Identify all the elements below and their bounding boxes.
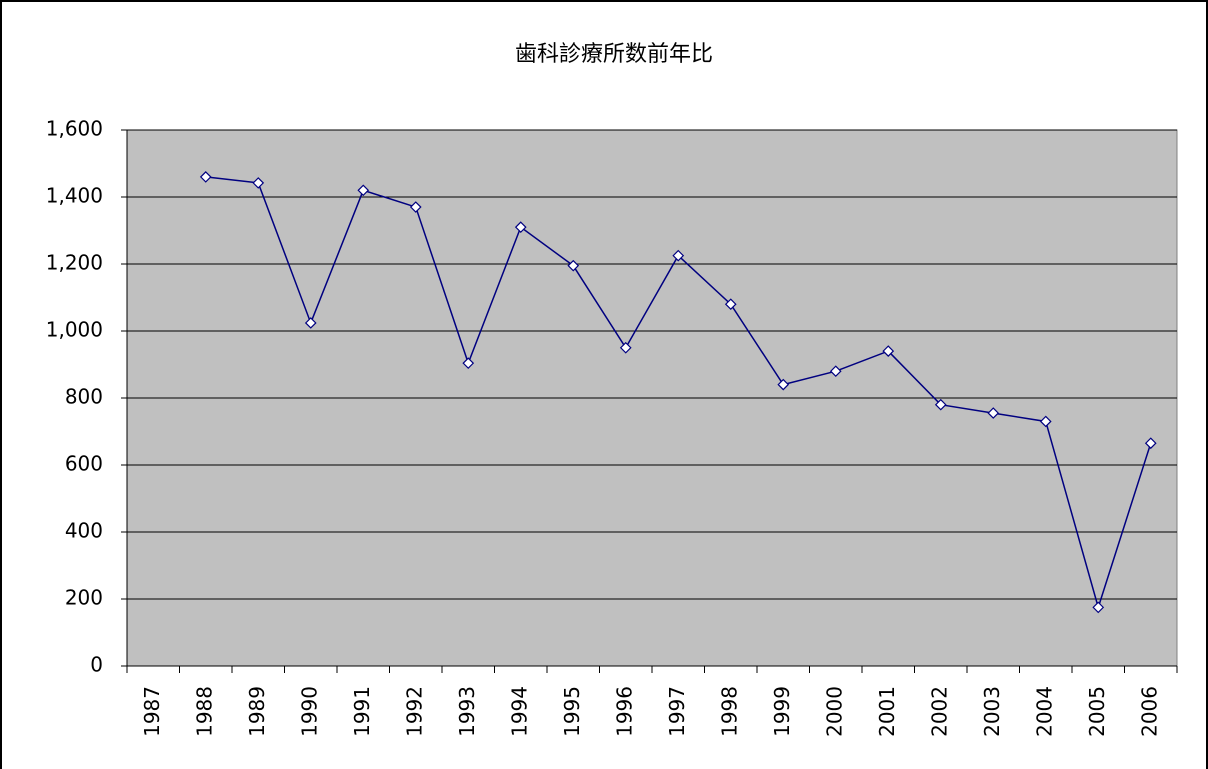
chart-title: 歯科診療所数前年比 xyxy=(515,42,713,67)
y-tick-label: 0 xyxy=(90,653,103,677)
data-marker xyxy=(567,259,580,272)
data-marker xyxy=(1144,437,1157,450)
data-marker xyxy=(672,249,685,262)
data-marker xyxy=(724,298,737,311)
data-marker xyxy=(829,365,842,378)
x-tick-label: 1989 xyxy=(245,686,269,737)
y-tick-label: 1,400 xyxy=(46,184,103,208)
y-tick-label: 1,000 xyxy=(46,318,103,342)
data-marker xyxy=(777,378,790,391)
y-tick-label: 1,600 xyxy=(46,117,103,141)
data-marker xyxy=(357,184,370,197)
y-tick-label: 1,200 xyxy=(46,251,103,275)
x-tick-label: 1994 xyxy=(507,686,531,737)
x-tick-label: 1996 xyxy=(612,686,636,737)
data-marker xyxy=(462,357,475,370)
y-tick-label: 200 xyxy=(65,586,103,610)
data-marker xyxy=(1092,601,1105,614)
data-marker xyxy=(619,341,632,354)
x-tick-label: 1992 xyxy=(402,686,426,737)
x-tick-label: 2006 xyxy=(1137,686,1161,737)
x-tick-label: 1987 xyxy=(140,686,164,737)
data-marker xyxy=(882,345,895,357)
y-tick-label: 400 xyxy=(65,519,103,543)
x-tick-label: 2002 xyxy=(927,686,951,737)
x-tick-label: 1990 xyxy=(297,686,321,737)
data-marker xyxy=(304,317,317,329)
data-marker xyxy=(252,177,265,189)
x-tick-label: 1988 xyxy=(192,686,216,737)
x-tick-label: 1998 xyxy=(717,686,741,737)
data-marker xyxy=(987,407,1000,419)
x-tick-label: 1995 xyxy=(560,686,584,737)
data-marker xyxy=(199,171,212,183)
x-tick-label: 2000 xyxy=(822,686,846,737)
y-tick-label: 600 xyxy=(65,452,103,476)
x-tick-label: 2005 xyxy=(1085,686,1109,737)
x-tick-label: 1993 xyxy=(455,686,479,737)
data-marker xyxy=(934,398,947,411)
x-tick-label: 1991 xyxy=(350,686,374,737)
x-tick-label: 1999 xyxy=(770,686,794,737)
x-tick-label: 2001 xyxy=(875,686,899,737)
data-marker xyxy=(409,201,422,213)
data-marker xyxy=(514,221,527,233)
y-tick-label: 800 xyxy=(65,385,103,409)
x-tick-label: 1997 xyxy=(665,686,689,737)
x-tick-label: 2004 xyxy=(1032,686,1056,737)
x-tick-label: 2003 xyxy=(980,686,1004,737)
data-marker xyxy=(1039,415,1052,428)
